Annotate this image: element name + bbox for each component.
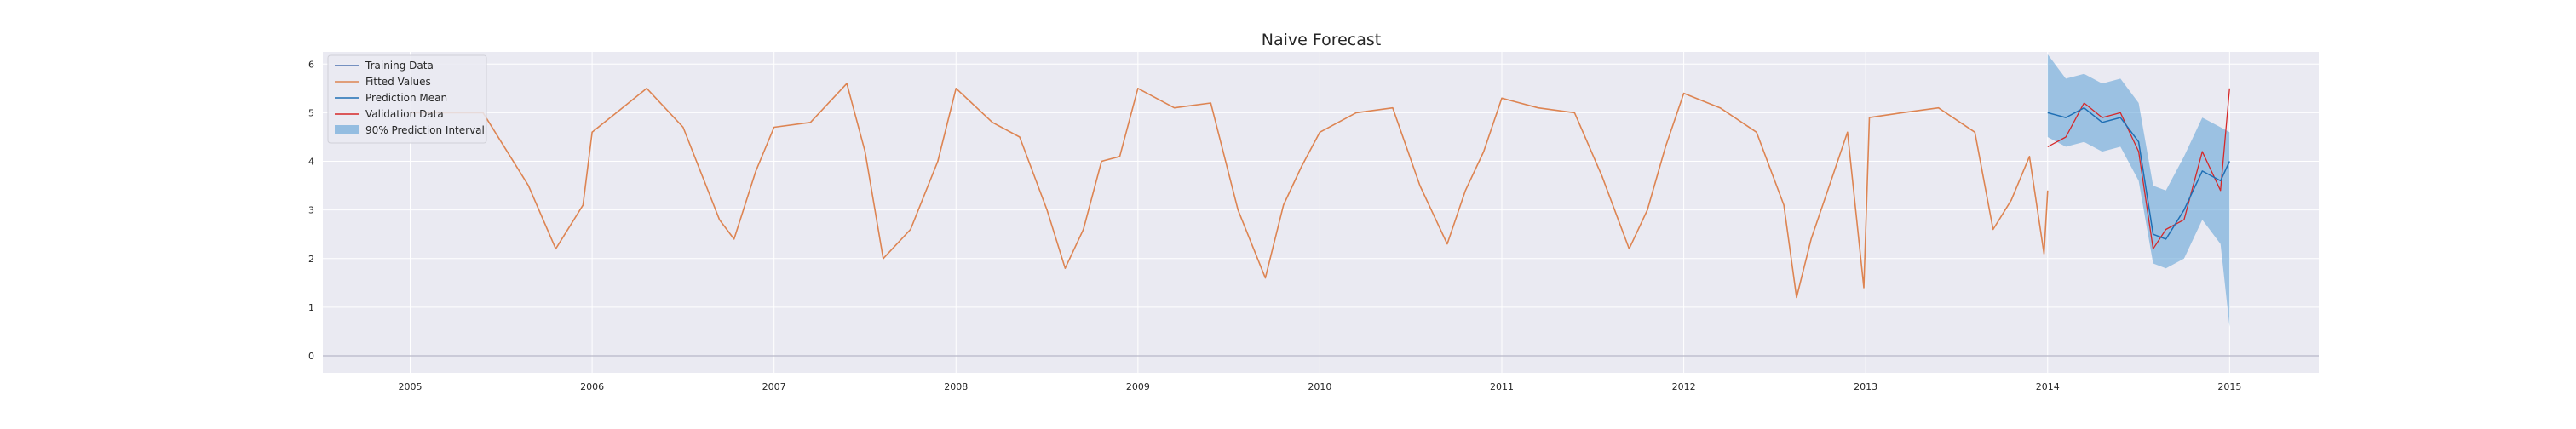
plot-area: 0 1 2 3 4 5 6 2005 2006 2007 2008 2009 2010 2011 2012 2… bbox=[308, 52, 2319, 392]
x-tick-label: 2007 bbox=[762, 381, 786, 392]
legend-label: Prediction Mean bbox=[365, 92, 447, 104]
x-tick-label: 2013 bbox=[1854, 381, 1877, 392]
chart-title: Naive Forecast bbox=[1262, 31, 1382, 49]
y-tick-label: 2 bbox=[308, 254, 314, 265]
y-tick-label: 4 bbox=[308, 157, 314, 168]
prediction-interval-band bbox=[2047, 54, 2230, 327]
legend-label: Fitted Values bbox=[365, 76, 431, 88]
legend: Training Data Fitted Values Prediction Mea… bbox=[327, 54, 487, 144]
fitted-values-line bbox=[410, 83, 2049, 299]
x-tick-label: 2010 bbox=[1308, 381, 1331, 392]
x-tick-label: 2012 bbox=[1672, 381, 1696, 392]
plot-background bbox=[323, 52, 2319, 373]
legend-label: Validation Data bbox=[365, 108, 444, 120]
x-tick-label: 2005 bbox=[399, 381, 423, 392]
legend-box bbox=[327, 54, 487, 144]
y-tick-label: 0 bbox=[308, 351, 314, 362]
y-tick-label: 1 bbox=[308, 302, 314, 313]
y-tick-label: 3 bbox=[308, 205, 314, 216]
x-tick-label: 2008 bbox=[944, 381, 968, 392]
validation-data-line bbox=[2047, 88, 2230, 249]
y-tick-label: 6 bbox=[308, 59, 314, 70]
legend-label: Training Data bbox=[365, 60, 434, 72]
x-tick-label: 2006 bbox=[580, 381, 604, 392]
prediction-mean-line bbox=[2047, 106, 2230, 240]
legend-label: 90% Prediction Interval bbox=[365, 124, 485, 136]
x-tick-label: 2014 bbox=[2036, 381, 2060, 392]
x-tick-label: 2015 bbox=[2217, 381, 2241, 392]
x-tick-label: 2009 bbox=[1126, 381, 1150, 392]
legend-swatch bbox=[335, 125, 359, 134]
y-tick-label: 5 bbox=[308, 107, 314, 118]
x-tick-label: 2011 bbox=[1490, 381, 1514, 392]
